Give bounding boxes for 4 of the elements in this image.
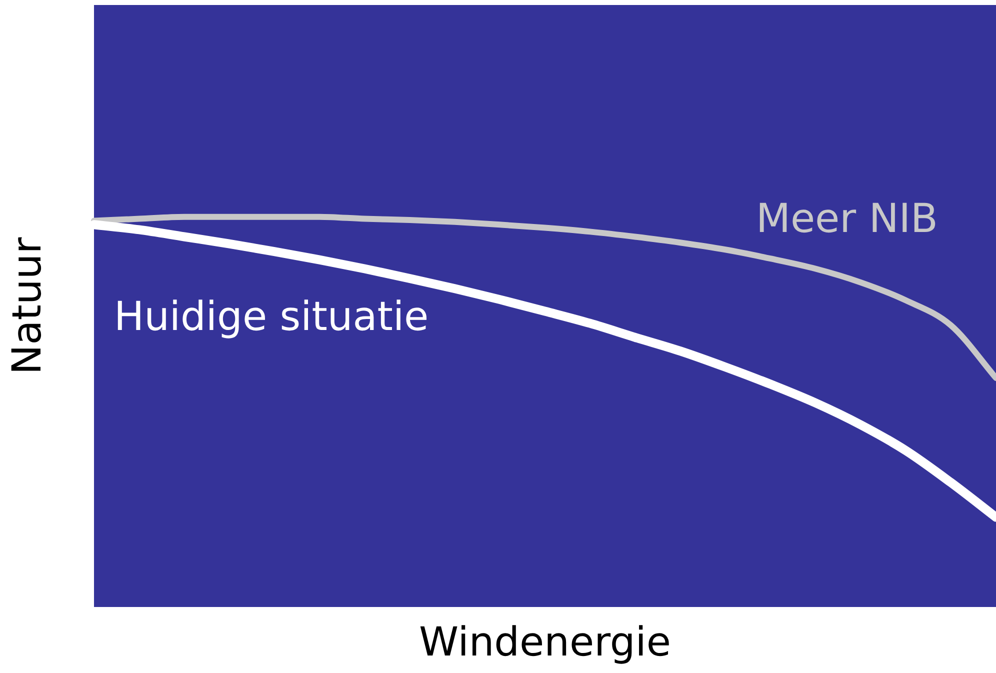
x-axis-title: Windenergie bbox=[419, 619, 671, 666]
series-label: Meer NIB bbox=[756, 196, 938, 242]
y-axis-title: Natuur bbox=[4, 236, 50, 375]
series-label: Huidige situatie bbox=[114, 294, 429, 340]
